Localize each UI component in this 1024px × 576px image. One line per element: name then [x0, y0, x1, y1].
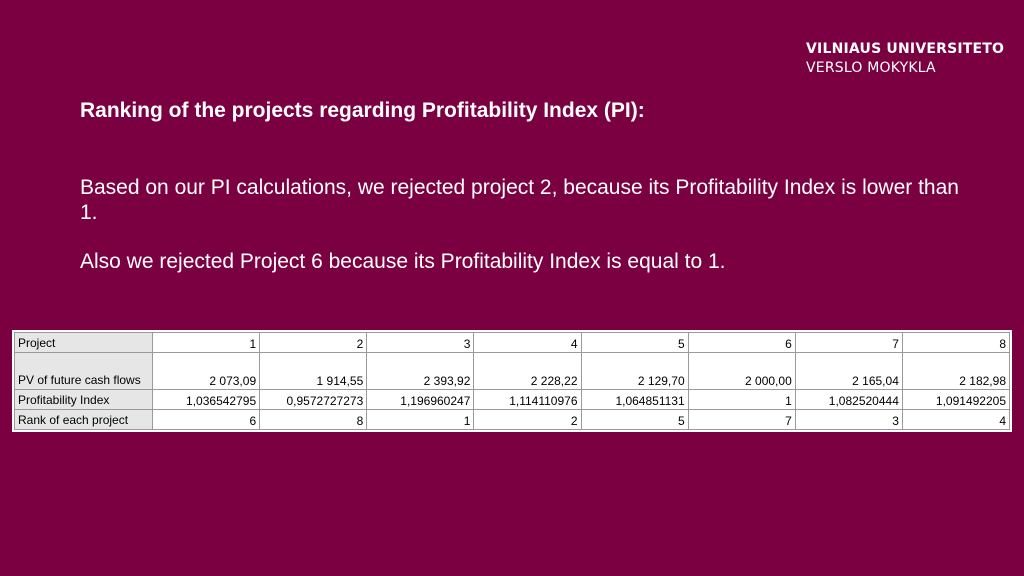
table-cell: 1,091492205	[901, 389, 1011, 410]
university-logo: VILNIAUS UNIVERSITETO VERSLO MOKYKLA	[806, 40, 1004, 78]
table-cell: 1,036542795	[151, 389, 261, 410]
row-header: Rank of each project	[14, 409, 153, 430]
table-row: PV of future cash flows 2 073,09 1 914,55 2…	[14, 352, 1011, 390]
table-cell: 2 073,09	[151, 352, 261, 390]
table-cell: 1,196960247	[366, 389, 475, 410]
pi-table-container: Project 1 2 3 4 5 6 7 8 PV of future cash flows 2 …	[12, 330, 1012, 432]
table-cell: 7	[687, 409, 796, 430]
table-cell: 1 914,55	[259, 352, 368, 390]
table-cell: 2 228,22	[473, 352, 582, 390]
paragraph-rejection-project-6: Also we rejected Project 6 because its P…	[80, 250, 726, 273]
table-row: Project 1 2 3 4 5 6 7 8	[14, 332, 1011, 353]
slide-heading: Ranking of the projects regarding Profit…	[80, 99, 645, 122]
table-cell: 2	[259, 332, 368, 353]
table-cell: 8	[901, 332, 1011, 353]
table-cell: 3	[794, 409, 903, 430]
table-cell: 2	[473, 409, 582, 430]
row-header: PV of future cash flows	[14, 352, 153, 390]
row-header: Project	[14, 332, 153, 353]
table-cell: 6	[151, 409, 261, 430]
table-cell: 3	[366, 332, 475, 353]
table-cell: 5	[580, 409, 689, 430]
table-cell: 1,082520444	[794, 389, 903, 410]
logo-line-1: VILNIAUS UNIVERSITETO	[806, 41, 1005, 57]
pi-ranking-table: Project 1 2 3 4 5 6 7 8 PV of future cash flows 2 …	[14, 332, 1011, 430]
table-cell: 4	[901, 409, 1011, 430]
table-row: Rank of each project 6 8 1 2 5 7 3 4	[14, 409, 1011, 430]
table-cell: 2 129,70	[580, 352, 689, 390]
table-cell: 1	[687, 389, 796, 410]
table-cell: 1	[151, 332, 261, 353]
table-cell: 7	[794, 332, 903, 353]
paragraph-rejection-project-2: Based on our PI calculations, we rejecte…	[80, 176, 959, 224]
table-cell: 5	[580, 332, 689, 353]
table-cell: 2 000,00	[687, 352, 796, 390]
table-cell: 1,114110976	[473, 389, 582, 410]
table-cell: 0,9572727273	[259, 389, 368, 410]
table-cell: 6	[687, 332, 796, 353]
table-cell: 8	[259, 409, 368, 430]
table-cell: 1,064851131	[580, 389, 689, 410]
table-cell: 2 393,92	[366, 352, 475, 390]
table-cell: 1	[366, 409, 475, 430]
table-cell: 4	[473, 332, 582, 353]
logo-line-2: VERSLO MOKYKLA	[806, 60, 936, 76]
table-cell: 2 165,04	[794, 352, 903, 390]
table-cell: 2 182,98	[901, 352, 1011, 390]
row-header: Profitability Index	[14, 389, 153, 410]
table-row: Profitability Index 1,036542795 0,95727272…	[14, 389, 1011, 410]
